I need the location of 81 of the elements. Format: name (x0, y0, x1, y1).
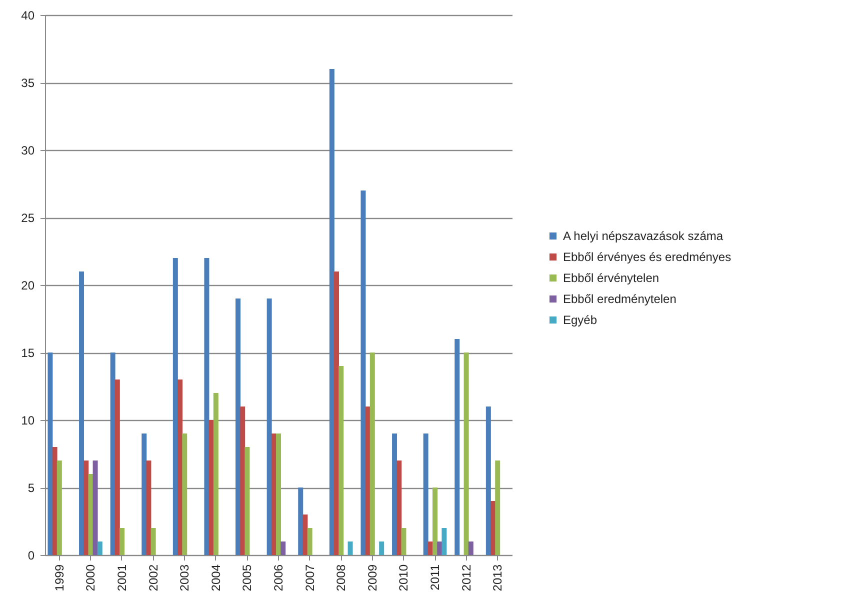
bar (79, 272, 84, 555)
bar (271, 434, 276, 555)
bar (360, 190, 366, 555)
bar (280, 542, 286, 555)
x-tick-label: 2009 (365, 564, 380, 592)
bar (213, 393, 218, 555)
bar (348, 542, 353, 555)
bar (178, 380, 183, 555)
legend-label: Ebből eredménytelen (563, 292, 676, 306)
legend-label: Egyéb (563, 313, 598, 327)
bar (454, 339, 460, 555)
x-tick-label: 2005 (240, 564, 254, 592)
bar (432, 488, 438, 555)
bar (329, 69, 334, 555)
x-tick-label: 2006 (272, 564, 286, 592)
x-tick-label: 2007 (302, 564, 317, 592)
legend-label: Ebből érvényes és eredményes (563, 250, 732, 264)
bar (490, 501, 496, 555)
y-tick-label: 0 (28, 548, 35, 562)
bar (114, 380, 120, 555)
y-tick-label: 30 (21, 144, 35, 158)
x-tick-label: 2004 (208, 564, 223, 592)
y-tick-label: 5 (28, 481, 35, 495)
x-tick-label: 2000 (84, 564, 98, 592)
x-tick-label: 2008 (334, 564, 348, 592)
bar (150, 528, 156, 555)
bar (486, 406, 491, 555)
x-tick-label: 2003 (178, 564, 192, 592)
x-tick-label: 2011 (428, 564, 442, 590)
bar (92, 460, 98, 555)
bar (142, 434, 147, 555)
y-tick-label: 10 (21, 414, 35, 428)
bar (172, 258, 178, 555)
y-tick-label: 35 (21, 76, 35, 90)
bar (276, 434, 281, 555)
x-tick-label: 2002 (146, 564, 160, 592)
bar (182, 434, 188, 555)
y-tick-label: 25 (21, 211, 35, 225)
bar (428, 542, 433, 555)
bar (495, 460, 500, 555)
bar (338, 366, 344, 555)
bar (48, 352, 53, 555)
bar (298, 488, 304, 555)
bar (365, 406, 370, 555)
bar (401, 528, 406, 555)
bar (468, 542, 474, 555)
bar (437, 542, 442, 555)
y-tick-label: 20 (21, 278, 35, 292)
legend-label: Ebből érvénytelen (563, 271, 660, 285)
bar (392, 434, 398, 555)
bar (208, 420, 214, 555)
bar (88, 474, 94, 555)
bar (302, 514, 308, 555)
bar (266, 298, 272, 555)
x-tick-label: 1999 (52, 564, 66, 592)
x-tick-label: 2013 (490, 564, 505, 592)
bar (442, 528, 447, 555)
x-tick-label: 2001 (115, 564, 129, 592)
bar (379, 542, 384, 555)
bar (240, 406, 246, 555)
bar (334, 272, 340, 555)
legend-label: A helyi népszavazások száma (563, 229, 724, 243)
bar (307, 528, 312, 555)
x-tick-label: 2012 (459, 564, 474, 592)
bar (120, 528, 124, 555)
bar (146, 460, 152, 555)
bar (84, 460, 89, 555)
bar (244, 447, 250, 555)
y-tick-label: 15 (21, 346, 35, 360)
x-tick-label: 2010 (396, 564, 411, 592)
bar (464, 352, 469, 555)
bar (370, 352, 375, 555)
y-tick-label: 40 (21, 8, 35, 22)
bar (204, 258, 210, 555)
bar (396, 460, 402, 555)
bar (97, 542, 102, 555)
bar (236, 298, 241, 555)
bar (110, 352, 116, 555)
bar (52, 447, 58, 555)
bar (56, 460, 62, 555)
bar (423, 434, 428, 555)
